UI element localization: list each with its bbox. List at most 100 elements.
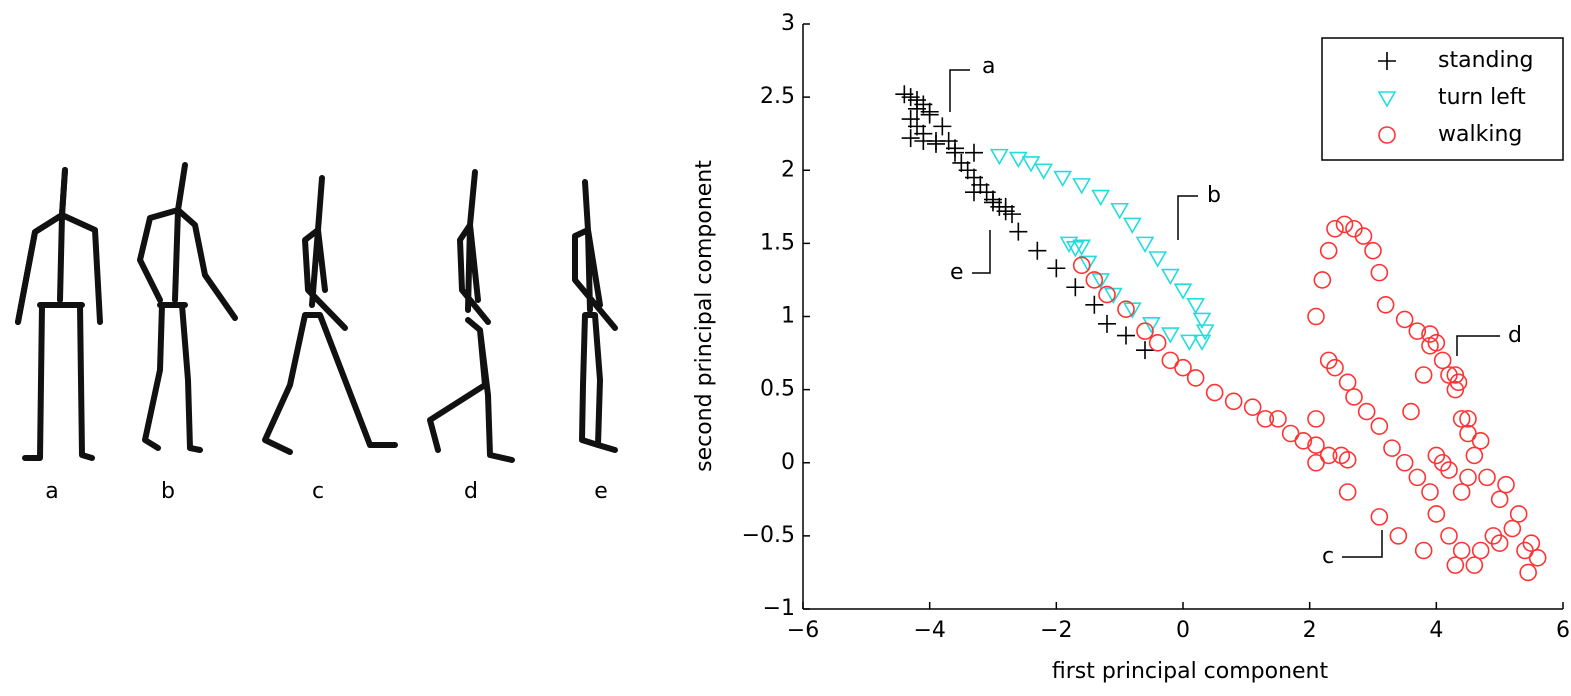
- point: [1446, 556, 1465, 574]
- point: [1459, 410, 1477, 428]
- x-tick-label: −6: [787, 618, 819, 643]
- point: [1452, 541, 1471, 560]
- y-tick-label: −1: [763, 596, 795, 621]
- point: [1135, 236, 1155, 253]
- legend-label: walking: [1438, 122, 1522, 147]
- point: [1148, 334, 1167, 352]
- point: [901, 129, 920, 148]
- point: [1395, 454, 1414, 472]
- point: [1117, 300, 1135, 318]
- legend-entries: standing turn left walking: [1377, 48, 1534, 147]
- legend-marker: [1378, 126, 1396, 144]
- point: [1186, 369, 1205, 387]
- point: [1465, 446, 1484, 465]
- point: [1205, 383, 1224, 402]
- point: [1307, 410, 1325, 428]
- point: [1421, 483, 1439, 501]
- point: [1497, 475, 1515, 494]
- point: [1383, 439, 1401, 457]
- stick-figure-b: [137, 162, 238, 453]
- figure-label: c: [312, 479, 324, 504]
- point: [1091, 189, 1111, 207]
- y-tick-label: 3: [781, 11, 795, 36]
- point: [1471, 541, 1490, 560]
- point: [1160, 327, 1180, 344]
- point: [1148, 251, 1168, 268]
- annotation-bracket: [949, 69, 970, 112]
- point: [1078, 255, 1098, 273]
- point: [1395, 310, 1414, 329]
- point: [1269, 410, 1287, 428]
- point: [1414, 366, 1433, 384]
- point: [1174, 358, 1192, 377]
- annotation: b: [1207, 183, 1221, 208]
- point: [1490, 490, 1509, 509]
- point: [1427, 505, 1446, 523]
- point: [946, 139, 964, 158]
- stick-figure-c: [262, 175, 398, 455]
- point: [1421, 325, 1439, 343]
- point: [927, 134, 945, 153]
- point: [1490, 534, 1509, 552]
- plot-marks: [895, 85, 1547, 582]
- point: [1503, 519, 1522, 538]
- stick-figure-a: [15, 167, 103, 461]
- point: [1433, 351, 1452, 370]
- y-tick-label: 1: [781, 304, 795, 329]
- annotation-bracket: [1177, 195, 1198, 240]
- point: [1459, 468, 1477, 487]
- point: [1478, 468, 1496, 487]
- y-tick-label: −0.5: [742, 523, 795, 548]
- point: [1402, 402, 1420, 421]
- figure-label: d: [464, 479, 478, 504]
- point: [1307, 436, 1325, 454]
- point: [965, 183, 983, 202]
- legend-marker: [1377, 91, 1397, 108]
- point: [989, 148, 1009, 166]
- point: [1408, 322, 1427, 340]
- point: [1313, 271, 1332, 289]
- figure-label: b: [161, 479, 175, 504]
- legend-label: standing: [1438, 48, 1534, 73]
- annotation-bracket: [972, 230, 991, 274]
- annotation: e: [950, 260, 964, 285]
- point: [1243, 398, 1262, 416]
- annotation: a: [982, 54, 995, 79]
- point: [1376, 296, 1395, 314]
- x-tick-label: 2: [1303, 618, 1317, 643]
- point: [1338, 373, 1357, 392]
- stick-figures: [15, 162, 618, 463]
- point: [1034, 163, 1054, 180]
- point: [1072, 239, 1092, 256]
- point: [1528, 549, 1547, 567]
- x-tick-label: −2: [1040, 618, 1072, 643]
- point: [1319, 446, 1338, 465]
- y-tick-label: 2.5: [760, 84, 795, 109]
- point: [1028, 241, 1047, 260]
- point: [933, 117, 952, 136]
- point: [1345, 388, 1363, 406]
- point: [1519, 563, 1537, 582]
- point: [1354, 227, 1373, 245]
- point: [1307, 307, 1325, 326]
- point: [1009, 222, 1028, 241]
- point: [1421, 337, 1439, 355]
- point: [1440, 461, 1458, 479]
- point: [1452, 483, 1471, 501]
- point: [1192, 312, 1212, 330]
- point: [1117, 326, 1135, 345]
- point: [1370, 508, 1389, 526]
- point: [1338, 451, 1357, 469]
- point: [1465, 556, 1484, 574]
- point: [1326, 220, 1344, 238]
- point: [1509, 505, 1528, 523]
- point: [1186, 298, 1206, 315]
- point: [914, 132, 933, 150]
- x-tick-label: 4: [1429, 618, 1443, 643]
- y-tick-label: 2: [781, 157, 795, 182]
- point: [1332, 446, 1351, 465]
- point: [965, 143, 983, 162]
- point: [1294, 432, 1313, 450]
- legend: [1321, 37, 1564, 161]
